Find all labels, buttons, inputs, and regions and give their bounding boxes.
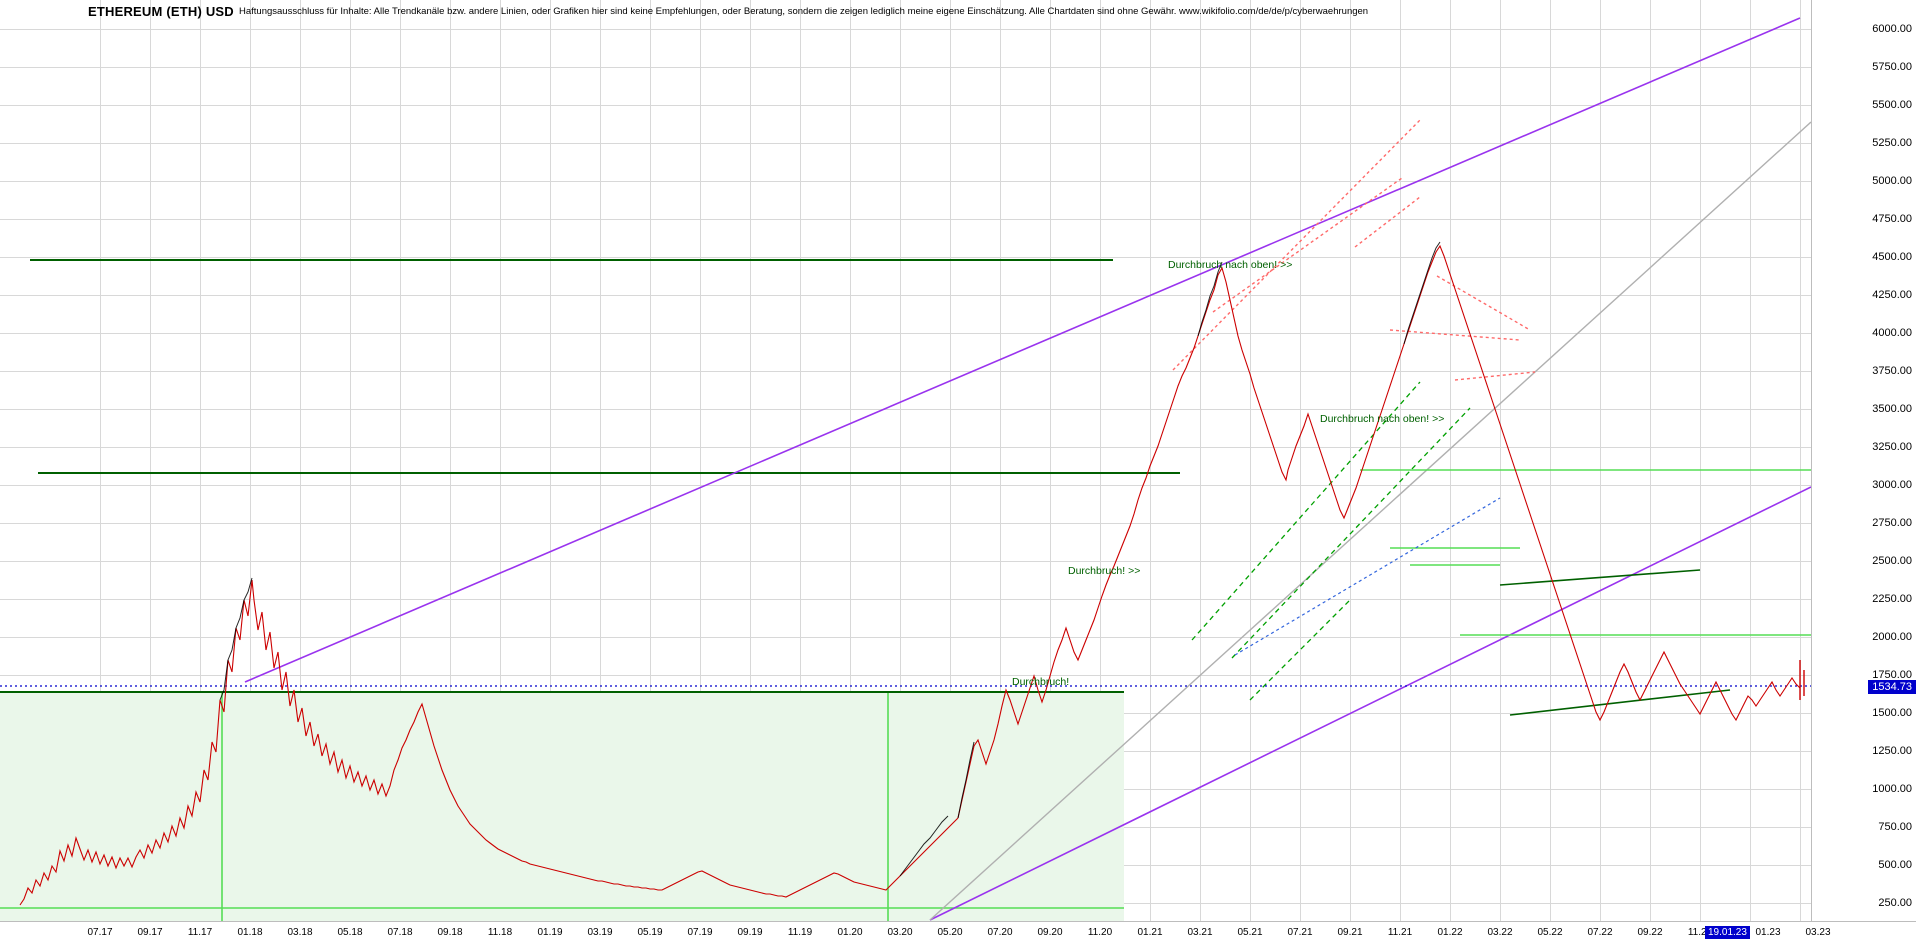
x-tick: 09.19 <box>737 927 763 938</box>
x-tick: 11.21 <box>1387 927 1413 938</box>
x-tick: 11.20 <box>1087 927 1113 938</box>
horizontal-gridlines <box>0 29 1811 904</box>
x-tick: 09.18 <box>437 927 463 938</box>
y-tick: 2250.00 <box>1872 593 1912 605</box>
red-dotted-trendlines <box>1172 119 1536 381</box>
annotation-durchbruch-1: Durchbruch! >> <box>1068 565 1141 577</box>
x-tick: 07.20 <box>987 927 1013 938</box>
y-tick: 3500.00 <box>1872 403 1912 415</box>
x-tick: 05.20 <box>937 927 963 938</box>
x-tick: 01.19 <box>537 927 563 938</box>
x-tick: 07.22 <box>1587 927 1613 938</box>
x-tick: 01.22 <box>1437 927 1463 938</box>
dark-green-resistance-lines <box>0 259 1180 693</box>
y-tick: 3000.00 <box>1872 479 1912 491</box>
x-tick: 03.20 <box>887 927 913 938</box>
x-tick: 03.22 <box>1487 927 1513 938</box>
annotation-durchbruch-nach-oben-2: Durchbruch nach oben! >> <box>1320 413 1445 425</box>
x-tick: 07.21 <box>1287 927 1313 938</box>
x-tick: 05.21 <box>1237 927 1263 938</box>
x-tick: 03.18 <box>287 927 313 938</box>
y-tick: 2750.00 <box>1872 517 1912 529</box>
current-price-badge: 1534.73 <box>1868 680 1916 694</box>
purple-trend-channel <box>244 17 1811 921</box>
y-tick: 4750.00 <box>1872 213 1912 225</box>
chart-plot-area[interactable]: Durchbruch nach oben! >> Durchbruch nach… <box>0 0 1811 921</box>
y-tick: 500.00 <box>1878 859 1912 871</box>
y-tick: 3250.00 <box>1872 441 1912 453</box>
y-tick: 1500.00 <box>1872 707 1912 719</box>
x-tick: 09.17 <box>137 927 163 938</box>
y-tick: 250.00 <box>1878 897 1912 909</box>
x-tick: 01.21 <box>1137 927 1163 938</box>
annotation-durchbruch-2: Durchbruch! <box>1012 676 1070 688</box>
y-tick: 2500.00 <box>1872 555 1912 567</box>
green-dashed-trendlines <box>1191 381 1471 701</box>
x-tick: 09.21 <box>1337 927 1363 938</box>
x-tick: 11.18 <box>487 927 513 938</box>
light-green-levels <box>1360 469 1811 636</box>
y-tick: 750.00 <box>1878 821 1912 833</box>
blue-dotted-trendline <box>1234 497 1501 656</box>
disclaimer-text: Haftungsausschluss für Inhalte: Alle Tre… <box>239 6 1369 17</box>
x-tick: 01.23 <box>1755 927 1781 938</box>
x-tick: 07.19 <box>687 927 713 938</box>
x-tick: 03.21 <box>1187 927 1213 938</box>
annotation-durchbruch-nach-oben-1: Durchbruch nach oben! >> <box>1168 259 1293 271</box>
x-tick: 05.19 <box>637 927 663 938</box>
chart-canvas <box>0 0 1811 921</box>
x-tick: 03.19 <box>587 927 613 938</box>
y-tick: 1000.00 <box>1872 783 1912 795</box>
y-tick: 3750.00 <box>1872 365 1912 377</box>
x-tick: 09.22 <box>1637 927 1663 938</box>
y-tick: 5000.00 <box>1872 175 1912 187</box>
dark-green-wedge <box>1499 569 1731 716</box>
x-tick: 07.17 <box>87 927 113 938</box>
y-tick: 1250.00 <box>1872 745 1912 757</box>
y-tick: 4500.00 <box>1872 251 1912 263</box>
x-tick: 01.18 <box>237 927 263 938</box>
x-tick: 05.18 <box>337 927 363 938</box>
x-tick: 11.22 <box>1687 927 1713 938</box>
y-tick: 5250.00 <box>1872 137 1912 149</box>
x-tick: 09.20 <box>1037 927 1063 938</box>
date-axis[interactable]: 07.17 09.17 11.17 01.18 03.18 05.18 07.1… <box>0 921 1916 952</box>
x-tick: 01.20 <box>837 927 863 938</box>
y-tick: 1750.00 <box>1872 669 1912 681</box>
x-tick: 11.19 <box>787 927 813 938</box>
x-tick: 03.23 <box>1805 927 1831 938</box>
page-title: ETHEREUM (ETH) USD <box>88 4 234 19</box>
x-tick: 05.22 <box>1537 927 1563 938</box>
x-tick: 07.18 <box>387 927 413 938</box>
y-tick: 5750.00 <box>1872 61 1912 73</box>
price-axis[interactable]: 6000.00 5750.00 5500.00 5250.00 5000.00 … <box>1811 0 1916 921</box>
y-tick: 5500.00 <box>1872 99 1912 111</box>
grey-trend-line <box>929 121 1811 921</box>
y-tick: 4250.00 <box>1872 289 1912 301</box>
y-tick: 2000.00 <box>1872 631 1912 643</box>
y-tick: 4000.00 <box>1872 327 1912 339</box>
light-green-box-overlay <box>0 691 1124 921</box>
y-tick: 6000.00 <box>1872 23 1912 35</box>
price-series <box>19 241 1805 906</box>
x-tick: 11.17 <box>187 927 213 938</box>
current-date-badge: 19.01.23 <box>1705 926 1750 939</box>
